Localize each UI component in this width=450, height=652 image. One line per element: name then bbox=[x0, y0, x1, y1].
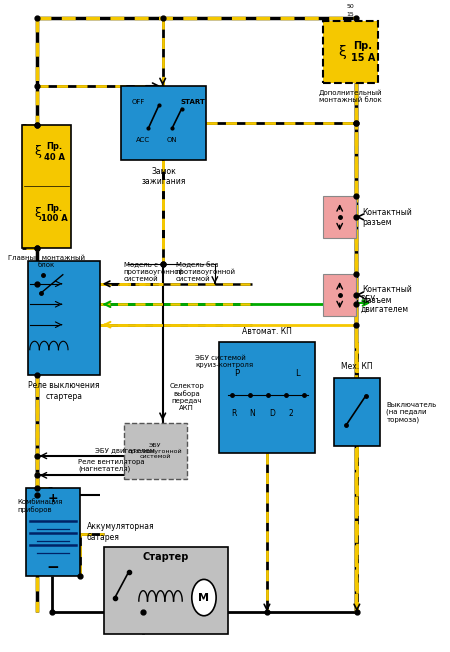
FancyBboxPatch shape bbox=[324, 274, 356, 316]
Text: Аккумуляторная
батарея: Аккумуляторная батарея bbox=[87, 522, 154, 542]
FancyBboxPatch shape bbox=[334, 378, 380, 446]
Text: START: START bbox=[181, 99, 206, 105]
Text: ξ: ξ bbox=[34, 207, 41, 220]
Text: P: P bbox=[234, 368, 239, 378]
Text: Модель без
противоугонной
системой: Модель без противоугонной системой bbox=[176, 261, 236, 282]
FancyBboxPatch shape bbox=[219, 342, 315, 452]
Text: ON: ON bbox=[167, 136, 178, 143]
FancyBboxPatch shape bbox=[324, 21, 378, 83]
Text: Контактный
разъем: Контактный разъем bbox=[363, 286, 412, 305]
Text: Замок
зажигания: Замок зажигания bbox=[142, 167, 186, 186]
FancyBboxPatch shape bbox=[22, 125, 72, 248]
Text: L: L bbox=[295, 368, 300, 378]
Text: Стартер: Стартер bbox=[143, 552, 189, 562]
Text: ЭБУ
противоугонной
системой: ЭБУ противоугонной системой bbox=[128, 443, 182, 460]
Text: Мех. КП: Мех. КП bbox=[341, 363, 373, 372]
Text: N: N bbox=[250, 409, 256, 419]
Text: R: R bbox=[231, 409, 236, 419]
Text: Автомат. КП: Автомат. КП bbox=[242, 327, 292, 336]
Text: Селектор
выбора
передач
АКП: Селектор выбора передач АКП bbox=[169, 383, 204, 411]
Text: ACC: ACC bbox=[135, 136, 150, 143]
Text: 50: 50 bbox=[346, 4, 355, 9]
Text: Дополнительный
монтажный блок: Дополнительный монтажный блок bbox=[319, 89, 382, 102]
Text: ЭБУ
двигателем: ЭБУ двигателем bbox=[360, 295, 409, 314]
FancyBboxPatch shape bbox=[324, 196, 356, 239]
Text: D: D bbox=[269, 409, 274, 419]
Text: Пр.
40 А: Пр. 40 А bbox=[44, 142, 64, 162]
Text: Реле выключения
стартера: Реле выключения стартера bbox=[28, 381, 99, 400]
Text: Реле вентилятора
(нагнетателя): Реле вентилятора (нагнетателя) bbox=[78, 458, 144, 472]
Text: M: M bbox=[198, 593, 209, 602]
Text: Выключатель
(на педали
тормоза): Выключатель (на педали тормоза) bbox=[387, 402, 436, 422]
Text: Пр.
15 А: Пр. 15 А bbox=[351, 41, 375, 63]
Text: Пр.
100 А: Пр. 100 А bbox=[40, 204, 68, 223]
Text: ЭБУ двигателем: ЭБУ двигателем bbox=[95, 447, 155, 452]
Text: +: + bbox=[48, 492, 58, 505]
Text: Главный монтажный
блок: Главный монтажный блок bbox=[8, 254, 85, 267]
Text: ЭБУ системой
круиз-контроля: ЭБУ системой круиз-контроля bbox=[195, 355, 253, 368]
Text: ξ: ξ bbox=[338, 45, 346, 59]
Circle shape bbox=[192, 580, 216, 615]
FancyBboxPatch shape bbox=[124, 423, 187, 479]
Text: 15: 15 bbox=[346, 12, 355, 17]
Text: 2: 2 bbox=[288, 409, 293, 419]
Text: ξ: ξ bbox=[34, 145, 41, 158]
FancyBboxPatch shape bbox=[104, 547, 228, 634]
Text: −: − bbox=[47, 559, 59, 574]
Text: Модель с
противоугонной
системой: Модель с противоугонной системой bbox=[124, 261, 184, 282]
FancyBboxPatch shape bbox=[122, 86, 206, 160]
Text: Контактный
разъем: Контактный разъем bbox=[363, 207, 412, 227]
Text: Комбинация
приборов: Комбинация приборов bbox=[17, 498, 63, 513]
FancyBboxPatch shape bbox=[28, 261, 100, 375]
FancyBboxPatch shape bbox=[26, 488, 80, 576]
Text: OFF: OFF bbox=[132, 99, 145, 105]
